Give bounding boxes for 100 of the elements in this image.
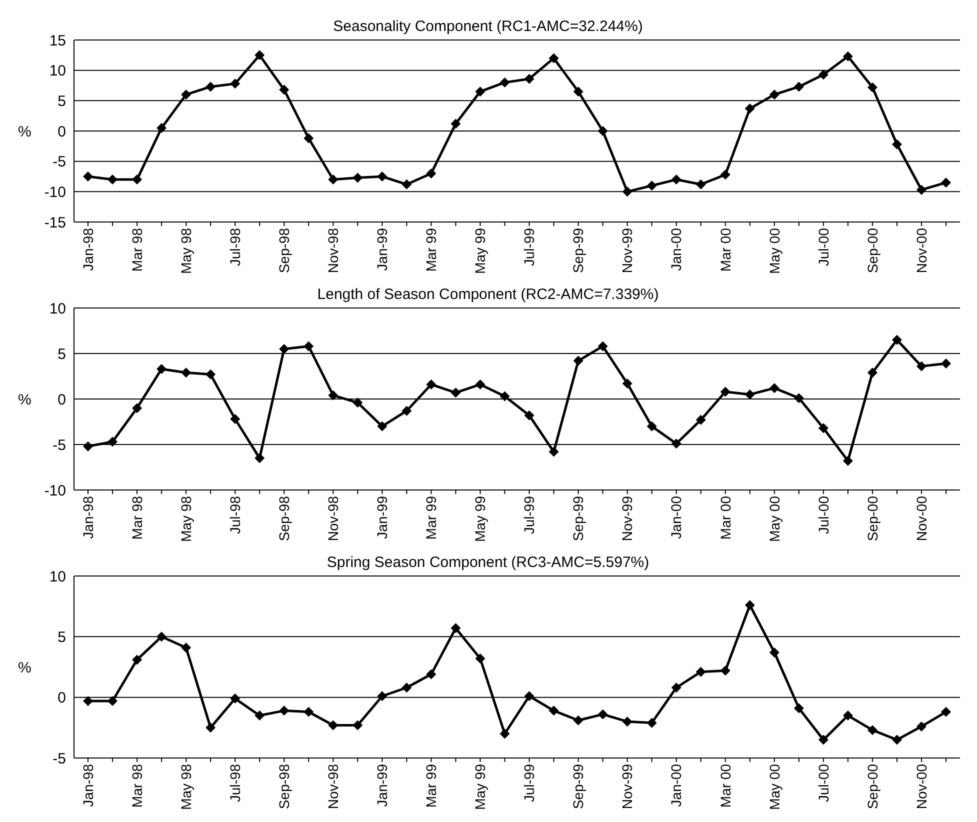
x-tick-label: May 00	[766, 496, 782, 542]
x-tick-label: Mar 00	[717, 496, 734, 540]
point	[426, 669, 436, 680]
x-tick-label: Mar 98	[128, 496, 145, 540]
point	[230, 414, 240, 424]
point	[573, 356, 584, 366]
point	[941, 358, 951, 369]
point	[622, 378, 632, 389]
point	[132, 654, 142, 665]
point	[352, 172, 363, 183]
point	[500, 77, 510, 88]
point	[818, 70, 828, 80]
x-tick-label: Nov-00	[913, 764, 930, 810]
point	[818, 423, 828, 434]
point	[328, 720, 338, 730]
x-tick-label: May 98	[178, 764, 194, 810]
point	[254, 453, 265, 464]
chart-title: Length of Season Component (RC2-AMC=7.339%)	[317, 286, 659, 303]
chart-title: Spring Season Component (RC3-AMC=5.597%)	[326, 554, 650, 571]
point	[108, 696, 118, 706]
point	[156, 632, 167, 642]
point	[304, 133, 314, 144]
x-tick-label: Nov-98	[325, 496, 342, 542]
y-tick-label: 5	[58, 346, 66, 363]
point	[304, 706, 314, 717]
point	[622, 716, 632, 727]
point	[548, 446, 559, 457]
y-tick-label: 10	[49, 62, 66, 80]
point	[598, 341, 608, 352]
x-tick-label: Sep-98	[276, 496, 292, 542]
point	[83, 696, 93, 706]
point	[206, 369, 216, 380]
x-tick-label: Sep-99	[570, 496, 586, 542]
point	[598, 126, 608, 136]
point	[108, 436, 118, 447]
point	[377, 691, 388, 702]
point	[402, 406, 412, 416]
x-tick-label: Jan-98	[80, 228, 96, 271]
point	[696, 179, 706, 190]
point	[573, 715, 584, 726]
y-tick-label: -15	[44, 214, 66, 232]
point	[744, 600, 755, 610]
point	[892, 734, 902, 745]
point	[254, 710, 265, 721]
point	[646, 718, 657, 728]
point	[671, 174, 682, 185]
y-tick-label: 10	[49, 300, 66, 318]
x-tick-label: Jan-00	[668, 496, 684, 539]
x-tick-label: Nov-99	[619, 496, 636, 542]
x-tick-label: Jan-00	[668, 228, 684, 271]
point	[720, 170, 730, 180]
y-tick-label: -5	[52, 436, 66, 454]
x-tick-label: May 98	[178, 496, 194, 542]
y-tick-label: 0	[58, 123, 66, 140]
point	[696, 414, 706, 425]
point	[254, 50, 265, 60]
point	[842, 51, 853, 62]
point	[892, 334, 902, 345]
x-tick-label: Nov-99	[619, 764, 636, 810]
point	[916, 361, 926, 372]
x-tick-label: Jul-99	[521, 228, 538, 266]
x-tick-label: May 99	[472, 496, 488, 542]
y-tick-label: 10	[49, 568, 66, 586]
point	[867, 725, 878, 736]
x-tick-label: Sep-00	[864, 496, 880, 542]
point	[83, 172, 93, 182]
x-tick-label: Nov-00	[913, 496, 930, 542]
point	[842, 456, 853, 466]
point	[867, 368, 878, 378]
point	[108, 174, 118, 185]
x-tick-label: Jan-99	[374, 764, 390, 807]
y-tick-label: -5	[52, 154, 66, 171]
point	[426, 379, 436, 390]
point	[696, 666, 706, 677]
point	[524, 410, 534, 420]
point	[744, 104, 755, 114]
x-tick-label: May 00	[766, 228, 782, 274]
point	[769, 647, 780, 658]
point	[377, 421, 388, 432]
x-tick-label: Mar 98	[128, 764, 145, 808]
point	[941, 178, 951, 188]
point	[132, 174, 142, 185]
y-axis-title: %	[18, 659, 32, 676]
point	[475, 654, 486, 664]
x-tick-label: Sep-00	[864, 764, 880, 810]
x-tick-label: Mar 99	[423, 496, 440, 540]
point	[377, 172, 388, 182]
y-tick-label: 15	[49, 32, 66, 50]
point	[500, 728, 510, 739]
point	[916, 721, 926, 732]
point	[83, 441, 93, 452]
x-tick-label: Mar 00	[717, 764, 734, 808]
point	[450, 118, 461, 129]
x-tick-label: Jan-98	[80, 764, 96, 807]
y-tick-label: 5	[58, 92, 66, 110]
point	[892, 139, 902, 150]
y-tick-label: 5	[58, 628, 66, 646]
point	[769, 90, 780, 100]
point	[402, 682, 412, 693]
x-tick-label: Jul-00	[815, 228, 832, 266]
